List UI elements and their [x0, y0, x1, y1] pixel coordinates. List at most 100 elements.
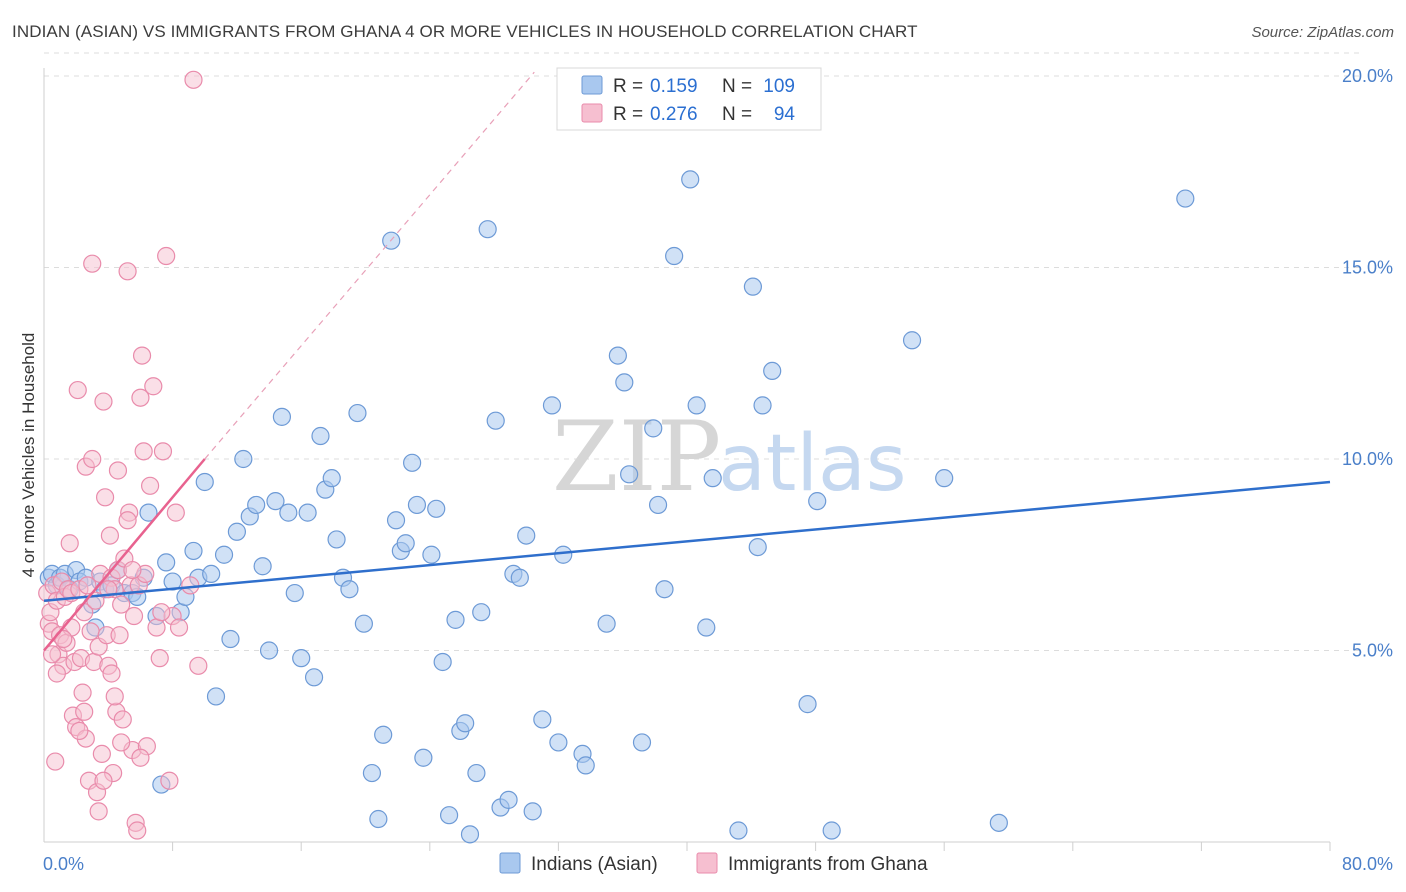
data-point-indians	[322, 469, 341, 488]
data-point-indians	[304, 668, 324, 687]
data-point-ghana	[152, 603, 171, 622]
trend-extension-ghana	[204, 71, 535, 460]
data-point-ghana	[110, 626, 129, 645]
data-point-indians	[499, 790, 518, 809]
data-point-indians	[648, 495, 668, 515]
data-point-indians	[214, 545, 234, 564]
data-point-indians	[478, 220, 497, 239]
legend-box: R = 0.159 N = 109 R = 0.276 N = 94	[556, 67, 822, 131]
data-point-ghana	[118, 511, 137, 530]
x-tick-max: 80.0%	[1342, 854, 1393, 874]
data-point-ghana	[123, 560, 142, 580]
data-point-indians	[427, 499, 446, 518]
data-point-indians	[729, 821, 748, 840]
axes	[43, 68, 1331, 851]
data-point-ghana	[94, 771, 113, 790]
data-point-ghana	[92, 744, 111, 764]
data-point-indians	[763, 361, 782, 381]
data-point-indians	[433, 652, 452, 672]
data-point-ghana	[124, 606, 144, 626]
data-point-ghana	[105, 687, 124, 706]
data-point-indians	[510, 568, 529, 587]
chart-title: INDIAN (ASIAN) VS IMMIGRANTS FROM GHANA …	[12, 22, 918, 41]
data-point-indians	[362, 763, 382, 783]
data-point-indians	[902, 331, 922, 350]
data-point-indians	[542, 396, 562, 415]
data-point-ghana	[157, 246, 176, 266]
data-point-indians	[576, 756, 595, 775]
y-tick-label: 5.0%	[1352, 641, 1393, 661]
data-point-indians	[460, 825, 480, 844]
data-point-ghana	[89, 802, 108, 821]
data-point-indians	[374, 725, 393, 744]
data-point-indians	[279, 503, 298, 522]
legend-swatch-indians	[581, 75, 603, 95]
data-point-indians	[407, 495, 427, 515]
data-point-indians	[184, 541, 203, 561]
data-point-ghana	[112, 595, 131, 614]
data-point-indians	[753, 396, 772, 415]
data-point-indians	[665, 246, 684, 266]
grid-lines: 5.0% 10.0% 15.0% 20.0%	[44, 52, 1393, 661]
data-point-ghana	[144, 377, 163, 396]
data-point-ghana	[73, 683, 92, 702]
data-point-ghana	[112, 733, 131, 752]
data-point-ghana	[46, 752, 65, 771]
data-point-ghana	[181, 576, 200, 595]
data-point-indians	[195, 472, 214, 492]
data-point-indians	[1176, 189, 1195, 208]
data-point-indians	[221, 629, 240, 649]
legend-n-value-1: 109	[763, 76, 795, 97]
data-point-indians	[157, 553, 176, 572]
legend-swatch-ghana	[581, 103, 603, 123]
data-point-indians	[697, 618, 716, 637]
legend-r-value-2: 0.276	[650, 104, 698, 125]
data-point-indians	[285, 583, 304, 603]
data-point-ghana	[83, 449, 102, 469]
data-point-indians	[292, 649, 311, 668]
data-point-ghana	[160, 771, 179, 790]
data-point-ghana	[189, 656, 208, 675]
data-point-ghana	[100, 526, 120, 545]
data-point-indians	[486, 411, 505, 430]
data-point-indians	[340, 580, 359, 599]
data-point-indians	[644, 419, 663, 438]
data-point-ghana	[70, 721, 89, 741]
data-point-ghana	[131, 748, 150, 767]
data-point-ghana	[134, 442, 153, 461]
data-point-ghana	[81, 622, 100, 641]
data-point-indians	[467, 763, 486, 783]
data-point-ghana	[184, 70, 203, 89]
data-point-indians	[681, 170, 700, 189]
data-point-ghana	[42, 645, 62, 664]
data-point-indians	[272, 407, 292, 426]
y-tick-label: 20.0%	[1342, 66, 1393, 86]
y-tick-label: 10.0%	[1342, 449, 1393, 469]
data-point-indians	[554, 545, 573, 564]
data-point-indians	[348, 403, 367, 423]
data-point-indians	[655, 580, 674, 599]
data-point-ghana	[47, 664, 66, 683]
data-point-ghana	[113, 710, 132, 729]
data-point-ghana	[68, 380, 87, 400]
bottom-legend-swatch-indians	[499, 852, 521, 874]
data-point-ghana	[150, 649, 169, 668]
data-point-indians	[472, 603, 491, 622]
chart-source: Source: ZipAtlas.com	[1251, 24, 1394, 41]
data-point-indians	[206, 687, 226, 706]
data-point-indians	[139, 503, 158, 522]
data-point-indians	[615, 373, 634, 392]
data-point-indians	[989, 813, 1008, 832]
x-tick-min: 0.0%	[43, 854, 84, 874]
data-point-indians	[386, 511, 406, 530]
data-point-ghana	[153, 442, 173, 461]
data-point-indians	[549, 733, 568, 752]
bottom-legend-ghana: Immigrants from Ghana	[728, 854, 928, 875]
watermark-zip: ZIP	[552, 401, 721, 513]
data-point-indians	[935, 469, 954, 488]
legend-n-value-2: 94	[774, 104, 796, 125]
data-point-ghana	[75, 702, 94, 721]
data-point-indians	[414, 748, 433, 767]
data-point-indians	[403, 453, 422, 472]
data-point-indians	[533, 710, 552, 729]
